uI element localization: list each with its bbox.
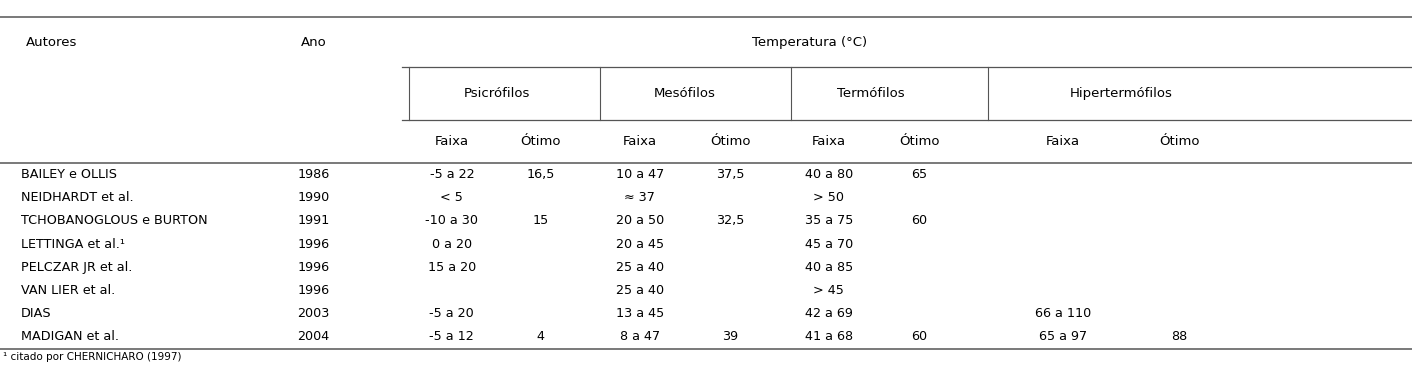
Text: 20 a 45: 20 a 45	[616, 237, 664, 251]
Text: 1986: 1986	[298, 168, 329, 181]
Text: Temperatura (°C): Temperatura (°C)	[751, 36, 867, 49]
Text: 37,5: 37,5	[716, 168, 744, 181]
Text: 40 a 80: 40 a 80	[805, 168, 853, 181]
Text: Termófilos: Termófilos	[837, 87, 905, 100]
Text: 32,5: 32,5	[716, 214, 744, 227]
Text: BAILEY e OLLIS: BAILEY e OLLIS	[21, 168, 117, 181]
Text: MADIGAN et al.: MADIGAN et al.	[21, 331, 119, 343]
Text: Faixa: Faixa	[435, 135, 469, 148]
Text: > 45: > 45	[813, 284, 844, 297]
Text: Psicrófilos: Psicrófilos	[463, 87, 531, 100]
Text: DIAS: DIAS	[21, 307, 52, 320]
Text: Hipertermófilos: Hipertermófilos	[1070, 87, 1172, 100]
Text: -10 a 30: -10 a 30	[425, 214, 479, 227]
Text: 25 a 40: 25 a 40	[616, 284, 664, 297]
Text: 60: 60	[911, 331, 928, 343]
Text: 1996: 1996	[298, 284, 329, 297]
Text: 1990: 1990	[298, 191, 329, 204]
Text: ¹ citado por CHERNICHARO (1997): ¹ citado por CHERNICHARO (1997)	[3, 352, 181, 362]
Text: 2003: 2003	[298, 307, 329, 320]
Text: Faixa: Faixa	[623, 135, 657, 148]
Text: 39: 39	[722, 331, 738, 343]
Text: LETTINGA et al.¹: LETTINGA et al.¹	[21, 237, 126, 251]
Text: 66 a 110: 66 a 110	[1035, 307, 1091, 320]
Text: 65 a 97: 65 a 97	[1039, 331, 1087, 343]
Text: 45 a 70: 45 a 70	[805, 237, 853, 251]
Text: Ótimo: Ótimo	[899, 135, 939, 148]
Text: Faixa: Faixa	[1046, 135, 1080, 148]
Text: 4: 4	[537, 331, 545, 343]
Text: 2004: 2004	[298, 331, 329, 343]
Text: Ótimo: Ótimo	[521, 135, 561, 148]
Text: 1996: 1996	[298, 237, 329, 251]
Text: -5 a 22: -5 a 22	[429, 168, 474, 181]
Text: 15: 15	[532, 214, 549, 227]
Text: 0 a 20: 0 a 20	[432, 237, 472, 251]
Text: 35 a 75: 35 a 75	[805, 214, 853, 227]
Text: Faixa: Faixa	[812, 135, 846, 148]
Text: PELCZAR JR et al.: PELCZAR JR et al.	[21, 261, 133, 274]
Text: Autores: Autores	[25, 36, 76, 49]
Text: NEIDHARDT et al.: NEIDHARDT et al.	[21, 191, 134, 204]
Text: 42 a 69: 42 a 69	[805, 307, 853, 320]
Text: 41 a 68: 41 a 68	[805, 331, 853, 343]
Text: 25 a 40: 25 a 40	[616, 261, 664, 274]
Text: 1996: 1996	[298, 261, 329, 274]
Text: 65: 65	[911, 168, 928, 181]
Text: 13 a 45: 13 a 45	[616, 307, 664, 320]
Text: 60: 60	[911, 214, 928, 227]
Text: 40 a 85: 40 a 85	[805, 261, 853, 274]
Text: 8 a 47: 8 a 47	[620, 331, 659, 343]
Text: 10 a 47: 10 a 47	[616, 168, 664, 181]
Text: Ano: Ano	[301, 36, 326, 49]
Text: < 5: < 5	[441, 191, 463, 204]
Text: -5 a 20: -5 a 20	[429, 307, 474, 320]
Text: Ótimo: Ótimo	[710, 135, 750, 148]
Text: Ótimo: Ótimo	[1159, 135, 1199, 148]
Text: -5 a 12: -5 a 12	[429, 331, 474, 343]
Text: ≈ 37: ≈ 37	[624, 191, 655, 204]
Text: TCHOBANOGLOUS e BURTON: TCHOBANOGLOUS e BURTON	[21, 214, 208, 227]
Text: 15 a 20: 15 a 20	[428, 261, 476, 274]
Text: VAN LIER et al.: VAN LIER et al.	[21, 284, 116, 297]
Text: 16,5: 16,5	[527, 168, 555, 181]
Text: Mesófilos: Mesófilos	[654, 87, 716, 100]
Text: 20 a 50: 20 a 50	[616, 214, 664, 227]
Text: 88: 88	[1171, 331, 1187, 343]
Text: 1991: 1991	[298, 214, 329, 227]
Text: > 50: > 50	[813, 191, 844, 204]
